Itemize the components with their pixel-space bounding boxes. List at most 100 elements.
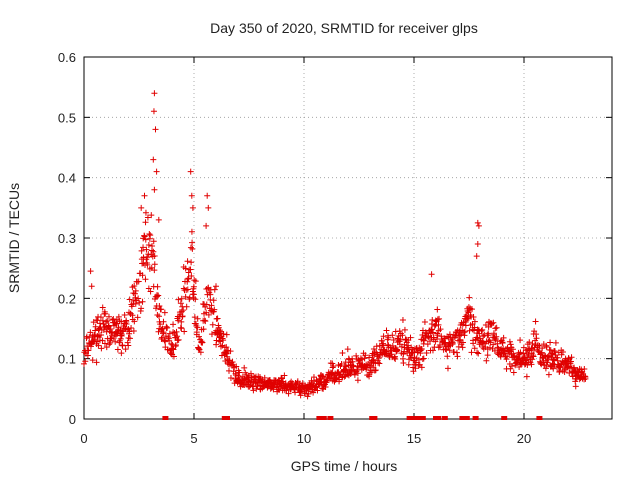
data-point <box>517 337 524 344</box>
spike-point <box>475 222 482 229</box>
spike-point <box>150 108 157 115</box>
data-point <box>336 378 343 385</box>
data-point <box>558 351 565 358</box>
data-point <box>151 253 158 260</box>
spike-point <box>152 126 159 133</box>
data-point <box>492 325 499 332</box>
data-point <box>157 321 164 328</box>
data-point <box>180 307 187 314</box>
data-point <box>572 383 579 390</box>
data-point <box>142 219 149 226</box>
data-point <box>196 346 203 353</box>
data-point <box>174 337 181 344</box>
data-point <box>119 342 126 349</box>
data-point <box>164 324 171 331</box>
data-point <box>236 369 243 376</box>
spike-point <box>203 222 210 229</box>
data-point <box>125 342 132 349</box>
data-point <box>200 326 207 333</box>
data-point <box>223 344 230 351</box>
data-point <box>510 369 517 376</box>
data-point <box>178 318 185 325</box>
data-point <box>399 332 406 339</box>
data-point <box>296 389 303 396</box>
y-tick-label: 0.3 <box>58 231 76 246</box>
data-point <box>378 337 385 344</box>
data-point <box>412 365 419 372</box>
spike-point <box>141 192 148 199</box>
data-point <box>149 242 156 249</box>
data-points <box>80 90 589 420</box>
data-point <box>126 335 133 342</box>
spike-point <box>138 204 145 211</box>
data-point <box>446 347 453 354</box>
data-point <box>170 321 177 328</box>
data-point <box>160 329 167 336</box>
data-point <box>107 335 114 342</box>
data-point <box>492 337 499 344</box>
data-point <box>421 337 428 344</box>
data-point <box>457 336 464 343</box>
data-point <box>147 232 154 239</box>
data-point <box>184 278 191 285</box>
data-point <box>80 360 87 367</box>
data-point <box>99 304 106 311</box>
data-point <box>344 346 351 353</box>
data-point <box>542 365 549 372</box>
data-point <box>197 349 204 356</box>
data-point <box>405 361 412 368</box>
data-point <box>423 349 430 356</box>
data-point <box>144 214 151 221</box>
data-point <box>131 318 138 325</box>
data-point <box>434 306 441 313</box>
zero-marker <box>411 416 417 420</box>
data-point <box>227 374 234 381</box>
data-point <box>105 313 112 320</box>
data-point <box>220 337 227 344</box>
data-point <box>506 338 513 345</box>
data-point <box>338 361 345 368</box>
data-point <box>475 350 482 357</box>
spike-point <box>473 253 480 260</box>
data-point <box>205 311 212 318</box>
data-point <box>418 346 425 353</box>
data-point <box>89 357 96 364</box>
spike-point <box>187 168 194 175</box>
data-point <box>143 246 150 253</box>
data-point <box>582 375 589 382</box>
data-point <box>187 266 194 273</box>
data-point <box>229 358 236 365</box>
data-point <box>87 329 94 336</box>
spike-point <box>474 219 481 226</box>
data-point <box>466 294 473 301</box>
y-tick-label: 0.1 <box>58 352 76 367</box>
data-point <box>188 273 195 280</box>
y-tick-label: 0.5 <box>58 110 76 125</box>
zero-marker <box>463 416 470 420</box>
data-point <box>543 361 550 368</box>
zero-marker <box>320 416 327 420</box>
data-point <box>174 333 181 340</box>
data-point <box>190 283 197 290</box>
data-point <box>436 315 443 322</box>
x-tick-label: 10 <box>297 431 311 446</box>
x-axis-title: GPS time / hours <box>291 458 398 474</box>
data-point <box>139 272 146 279</box>
data-point <box>329 364 336 371</box>
data-point <box>362 352 369 359</box>
data-point <box>138 247 145 254</box>
data-point <box>348 367 355 374</box>
data-point <box>461 328 468 335</box>
data-point <box>151 267 158 274</box>
data-point <box>105 322 112 329</box>
x-tick-labels: 0 5 10 15 20 <box>80 431 531 446</box>
data-point <box>216 337 223 344</box>
data-point <box>350 363 357 370</box>
chart-title: Day 350 of 2020, SRMTID for receiver glp… <box>210 20 478 36</box>
data-point <box>421 319 428 326</box>
data-point <box>117 335 124 342</box>
data-point <box>533 335 540 342</box>
data-point <box>532 318 539 325</box>
data-point <box>490 341 497 348</box>
